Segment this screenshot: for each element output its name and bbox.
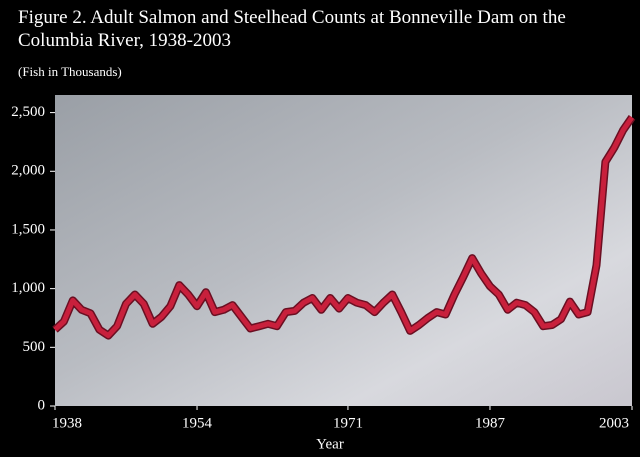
chart-title: Figure 2. Adult Salmon and Steelhead Cou… [18, 7, 566, 51]
line [53, 115, 635, 339]
x-tick-label: 1954 [182, 415, 213, 431]
x-tick-label: 2003 [599, 415, 629, 431]
y-tick-label: 1,500 [11, 221, 45, 237]
x-tick-label: 1971 [333, 415, 363, 431]
y-tick-label: 500 [23, 339, 46, 355]
plot-background [55, 95, 632, 406]
x-tick-label: 1938 [52, 415, 82, 431]
chart-subtitle: (Fish in Thousands) [18, 64, 122, 79]
y-tick-label: 0 [38, 397, 46, 413]
y-tick-label: 2,500 [11, 104, 45, 120]
x-tick-label: 1987 [475, 415, 506, 431]
x-axis-label: Year [316, 436, 344, 452]
y-tick-label: 1,000 [11, 280, 45, 296]
y-tick-label: 2,000 [11, 163, 45, 179]
